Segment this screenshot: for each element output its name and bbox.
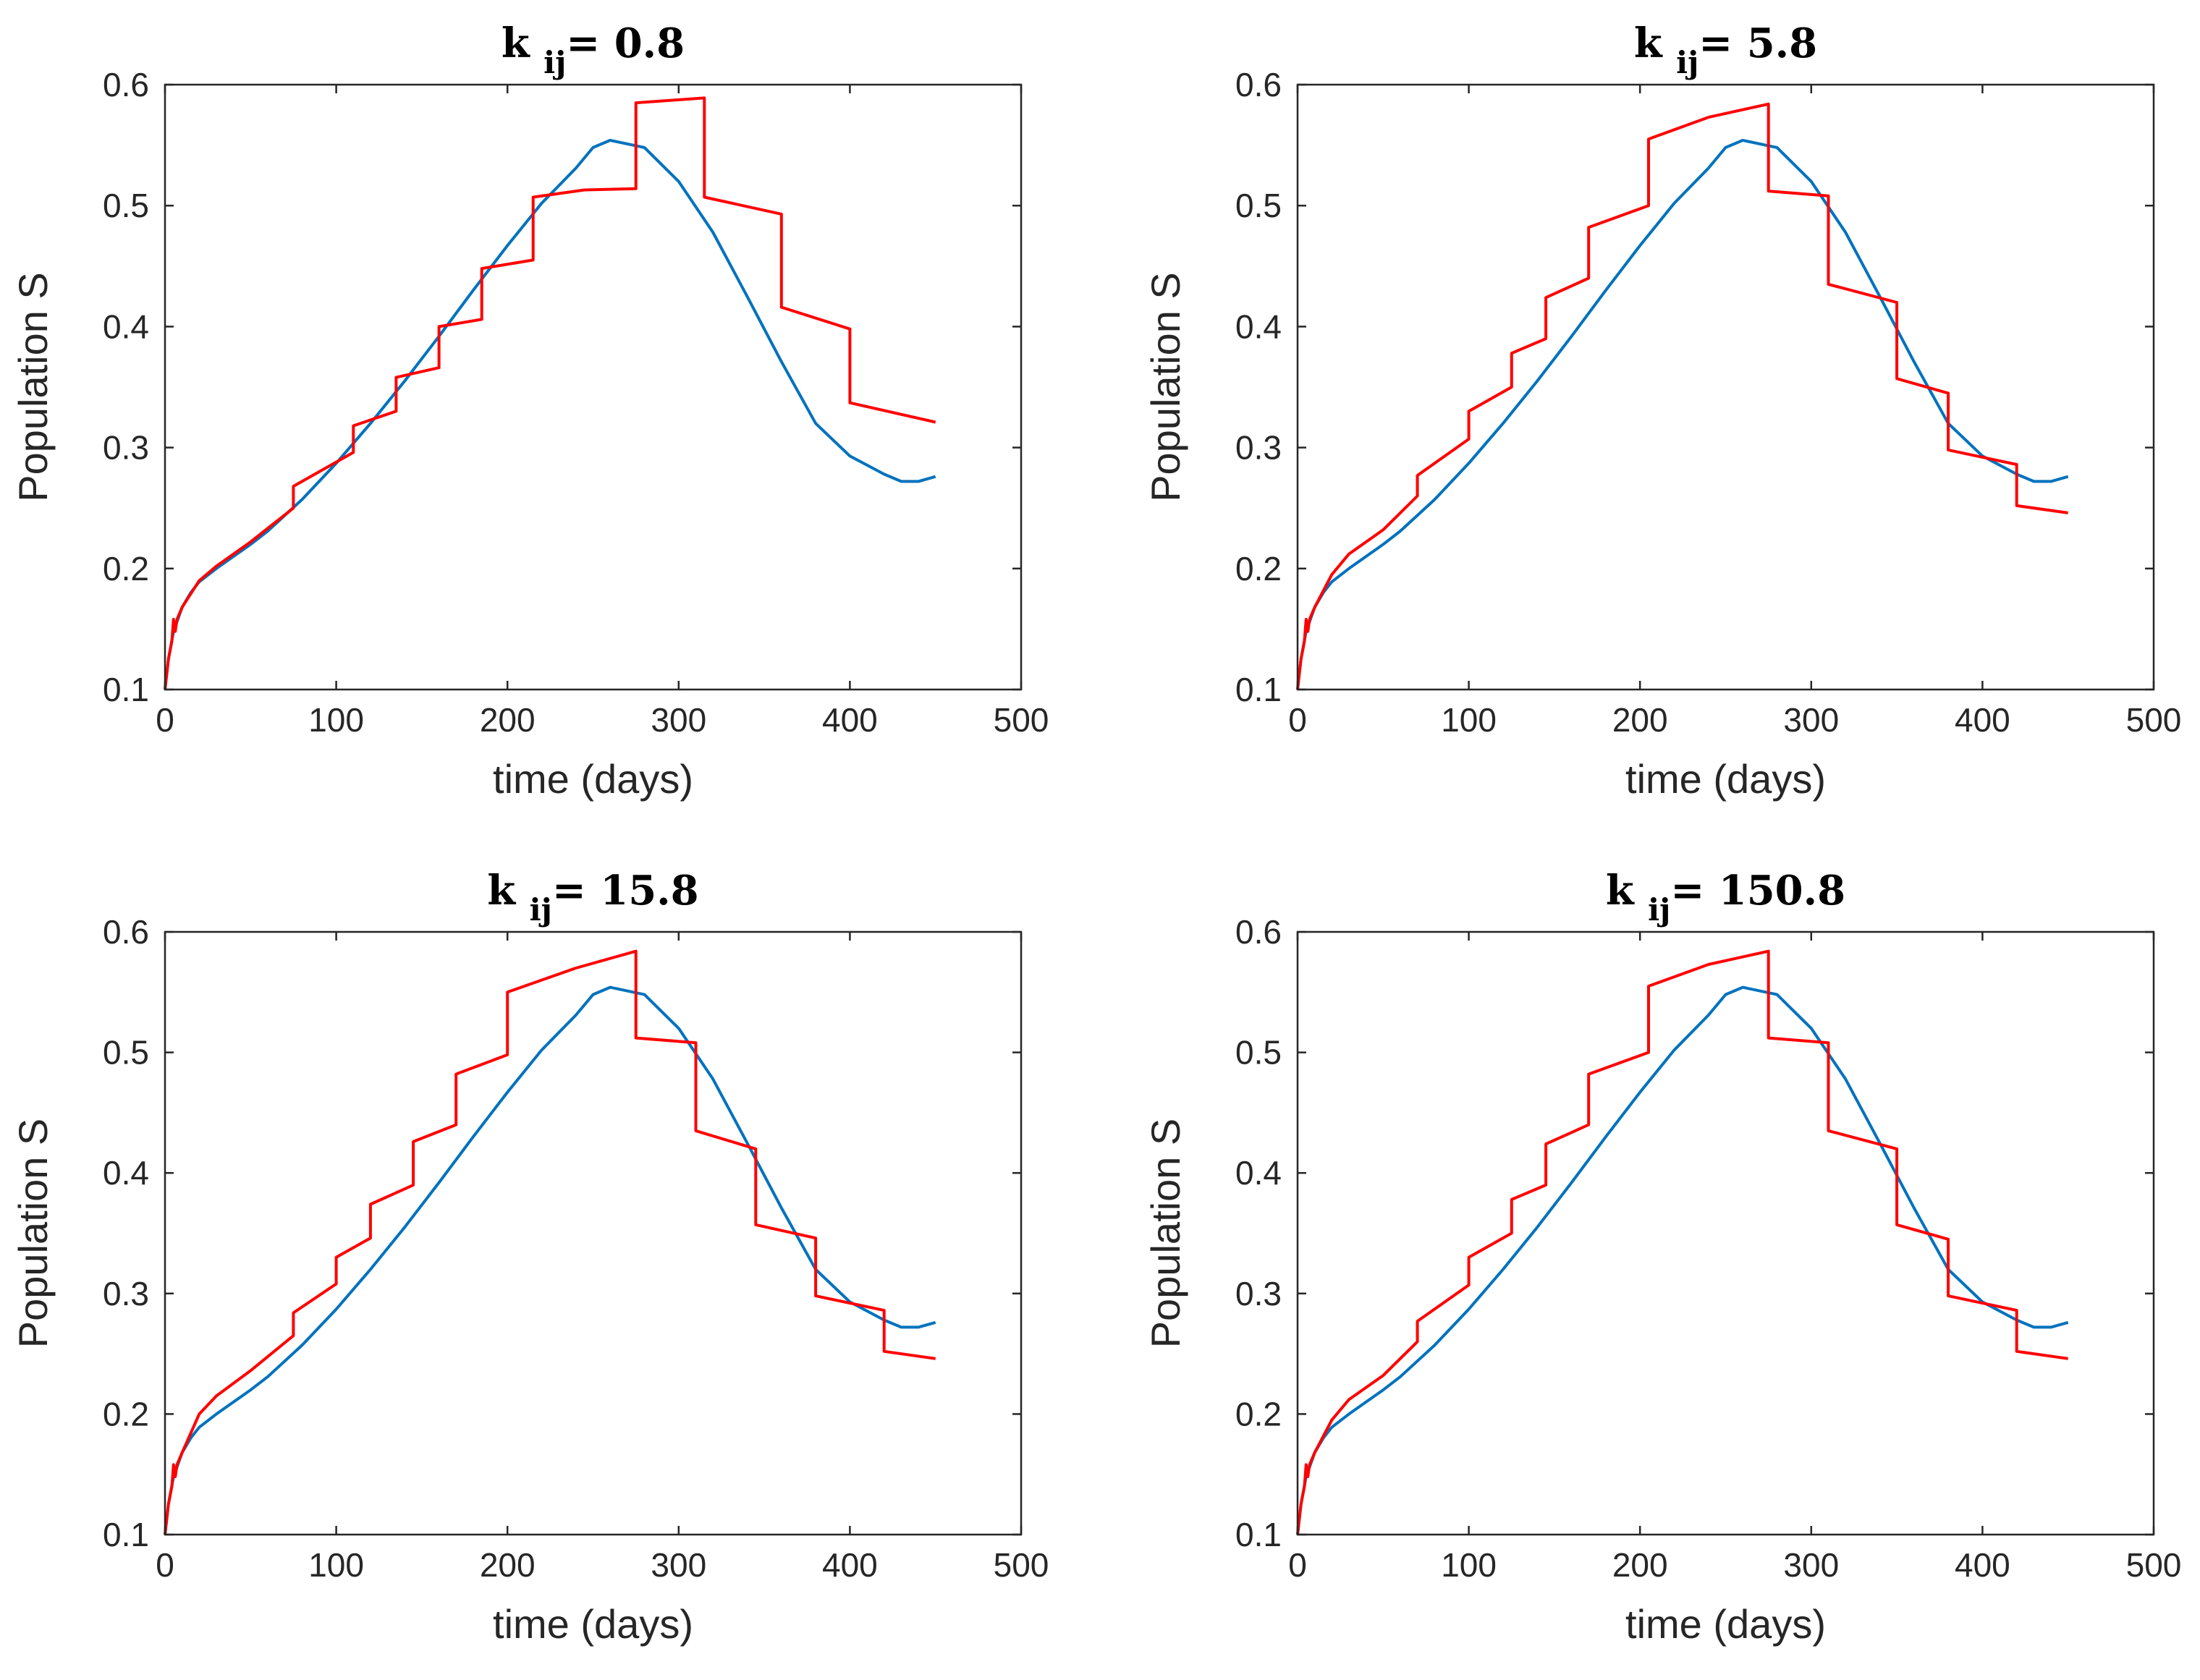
x-tick-label: 400: [1955, 701, 2010, 739]
x-tick-label: 500: [2126, 701, 2182, 739]
x-axis-label: time (days): [493, 1601, 693, 1647]
y-tick-label: 0.4: [103, 1154, 149, 1192]
subplot-3: 0 100 200 300 400 500 0.1 0.2 0.3 0.4 0.5 0.6 time (…: [10, 867, 1049, 1647]
y-tick-label: 0.5: [103, 1034, 149, 1072]
x-tick-label: 200: [480, 1546, 536, 1584]
y-tick-label: 0.5: [1235, 1034, 1282, 1072]
x-tick-label: 300: [1783, 701, 1839, 739]
y-tick-label: 0.3: [1235, 429, 1282, 467]
x-tick-label: 200: [1612, 701, 1668, 739]
y-tick-label: 0.6: [1235, 913, 1282, 951]
x-tick-label: 500: [994, 701, 1049, 739]
y-tick-label: 0.6: [103, 913, 149, 951]
x-tick-label: 500: [994, 1546, 1049, 1584]
y-tick-label: 0.4: [1235, 1154, 1282, 1192]
y-tick-label: 0.6: [103, 66, 149, 103]
y-axis-label: Population S: [10, 1119, 56, 1349]
x-axis-label: time (days): [1625, 1601, 1826, 1647]
title-main: k: [1606, 867, 1648, 915]
title-value: = 0.8: [566, 20, 685, 67]
series-line-smooth: [164, 138, 936, 690]
x-tick-label: 400: [822, 701, 878, 739]
axes-box: [1296, 930, 2155, 1536]
subplot-2: 0 100 200 300 400 500 0.1 0.2 0.3 0.4 0.5 0.6 time (…: [1143, 20, 2181, 802]
title-value: = 15.8: [552, 867, 699, 915]
x-axis-label: time (days): [493, 756, 693, 802]
title-value: = 150.8: [1670, 867, 1845, 915]
axes-box: [1296, 83, 2155, 691]
x-tick-label: 100: [1441, 1546, 1497, 1584]
x-tick-label: 400: [1955, 1546, 2010, 1584]
series-line-stepped: [1296, 949, 2068, 1535]
subplot-4: 0 100 200 300 400 500 0.1 0.2 0.3 0.4 0.5 0.6 time (…: [1143, 867, 2181, 1647]
x-tick-label: 300: [1783, 1546, 1839, 1584]
title-value: = 5.8: [1698, 20, 1817, 67]
y-tick-label: 0.5: [103, 187, 149, 224]
subplot-1: 0 100 200 300 400 500 0.1 0.2 0.3 0.4 0.5 0.6 time (…: [10, 20, 1049, 802]
x-tick-label: 200: [1612, 1546, 1668, 1584]
y-tick-label: 0.2: [1235, 550, 1282, 587]
chart-title: k ij= 15.8: [487, 867, 698, 928]
series-line-smooth: [1296, 985, 2069, 1535]
title-subscript: ij: [1648, 892, 1670, 928]
series-line-smooth: [164, 985, 936, 1535]
series-line-smooth: [1296, 138, 2069, 690]
y-tick-label: 0.5: [1235, 187, 1282, 224]
title-main: k: [487, 867, 529, 915]
series-line-stepped: [1296, 102, 2068, 690]
y-axis-label: Population S: [10, 272, 56, 502]
y-tick-label: 0.1: [103, 671, 149, 708]
y-tick-label: 0.3: [1235, 1275, 1282, 1312]
title-subscript: ij: [543, 45, 566, 80]
y-tick-label: 0.4: [103, 307, 149, 345]
y-axis-label: Population S: [1143, 272, 1188, 502]
x-tick-label: 300: [651, 701, 706, 739]
chart-title: k ij= 5.8: [1634, 20, 1817, 80]
x-tick-label: 300: [651, 1546, 706, 1584]
series-line-stepped: [164, 949, 936, 1535]
title-main: k: [502, 20, 543, 67]
y-tick-label: 0.1: [1235, 1516, 1282, 1553]
y-axis-label: Population S: [1143, 1119, 1188, 1349]
x-axis-label: time (days): [1625, 756, 1826, 802]
y-tick-label: 0.2: [103, 1395, 149, 1433]
x-tick-label: 500: [2126, 1546, 2182, 1584]
chart-title: k ij= 150.8: [1606, 867, 1845, 928]
x-tick-label: 0: [1288, 1546, 1307, 1584]
axes-box: [164, 83, 1023, 691]
chart-title: k ij= 0.8: [502, 20, 685, 80]
y-tick-label: 0.6: [1235, 66, 1282, 103]
y-tick-label: 0.3: [103, 1275, 149, 1312]
y-tick-label: 0.3: [103, 429, 149, 467]
x-tick-label: 0: [156, 701, 174, 739]
series-line-stepped: [164, 96, 936, 690]
y-tick-label: 0.1: [1235, 671, 1282, 708]
x-tick-label: 200: [480, 701, 536, 739]
y-tick-label: 0.4: [1235, 307, 1282, 345]
y-tick-label: 0.2: [1235, 1395, 1282, 1433]
x-tick-label: 0: [1288, 701, 1307, 739]
x-tick-label: 0: [156, 1546, 174, 1584]
title-subscript: ij: [1676, 45, 1698, 80]
y-tick-label: 0.1: [103, 1516, 149, 1553]
axes-box: [164, 930, 1023, 1536]
x-tick-label: 100: [308, 1546, 364, 1584]
x-tick-label: 100: [308, 701, 364, 739]
x-tick-label: 100: [1441, 701, 1497, 739]
title-main: k: [1634, 20, 1676, 67]
x-tick-label: 400: [822, 1546, 878, 1584]
title-subscript: ij: [530, 892, 552, 928]
y-tick-label: 0.2: [103, 550, 149, 587]
